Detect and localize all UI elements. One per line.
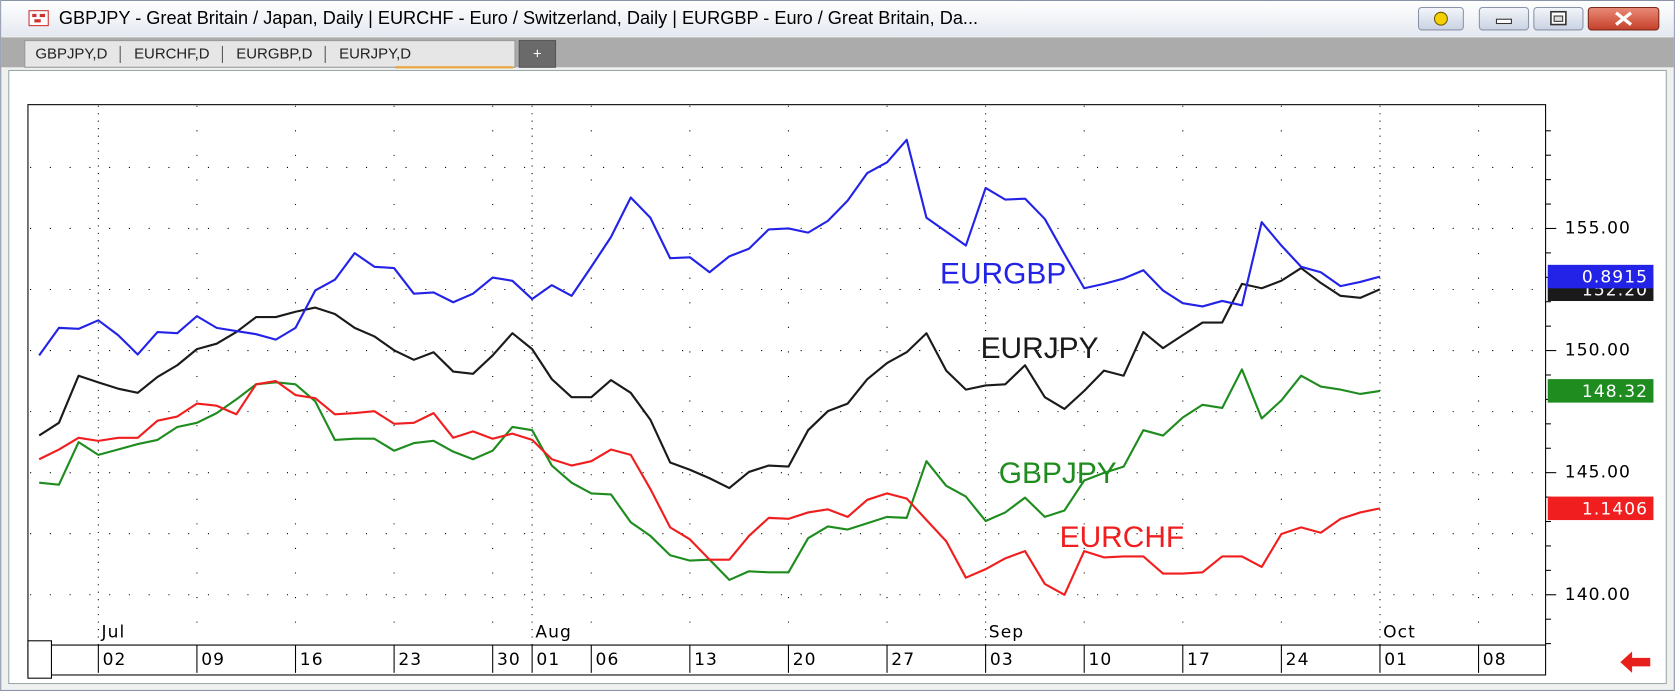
month-label: Sep: [989, 622, 1024, 642]
series-label: EURGBP: [940, 257, 1066, 290]
x-tick-label: 09: [201, 650, 225, 670]
window-title: GBPJPY - Great Britain / Japan, Daily | …: [59, 8, 978, 28]
x-tick-label: 30: [497, 650, 521, 670]
x-tick-label: 27: [891, 650, 915, 670]
price-tag-label: 148.32: [1582, 382, 1648, 402]
x-tick-label: 01: [536, 650, 560, 670]
series-label: EURJPY: [981, 332, 1099, 365]
x-tick-label: 24: [1286, 650, 1310, 670]
y-tick-label: 140.00: [1565, 585, 1631, 605]
tab-label[interactable]: EURJPY,D: [339, 45, 411, 62]
series-line: [38, 379, 1381, 596]
maximize-button[interactable]: [1533, 6, 1584, 31]
x-tick-label: 08: [1483, 650, 1507, 670]
x-tick-label: 23: [398, 650, 422, 670]
y-tick-label: 145.00: [1565, 463, 1631, 483]
month-label: Aug: [535, 622, 572, 642]
scroll-box[interactable]: [27, 640, 52, 679]
scroll-right-arrow[interactable]: [1620, 651, 1651, 673]
tab-group: [24, 40, 516, 68]
x-tick-label: 02: [103, 650, 127, 670]
x-tick-label: 10: [1088, 650, 1112, 670]
series-label: EURCHF: [1060, 521, 1185, 554]
x-tick-label: 03: [990, 650, 1014, 670]
price-tag-label: 0.8915: [1582, 268, 1648, 288]
tab-label[interactable]: EURCHF,D: [134, 45, 210, 62]
close-button[interactable]: [1587, 6, 1660, 31]
x-tick-label: 17: [1187, 650, 1211, 670]
x-tick-label: 01: [1384, 650, 1408, 670]
tab-label[interactable]: EURGBP,D: [236, 45, 312, 62]
x-tick-label: 13: [694, 650, 718, 670]
month-label: Jul: [101, 622, 126, 642]
new-tab-button[interactable]: [518, 40, 557, 68]
y-tick-label: 150.00: [1565, 341, 1631, 361]
x-tick-label: 16: [300, 650, 324, 670]
minimize-button[interactable]: [1478, 6, 1530, 31]
app-icon: [28, 10, 49, 27]
price-tag-label: 1.1406: [1582, 499, 1648, 519]
title-bar: [1, 1, 1674, 37]
new-tab-label[interactable]: +: [533, 45, 542, 62]
series-label: GBPJPY: [999, 457, 1117, 490]
date-axis: [27, 644, 1547, 676]
price-tag: [1547, 379, 1654, 403]
x-tick-label: 20: [793, 650, 817, 670]
plot-area: [27, 104, 1547, 646]
y-tick-label: 155.00: [1565, 218, 1631, 238]
series-line: [38, 267, 1381, 490]
price-tag: [1547, 496, 1654, 521]
pin-button[interactable]: [1417, 6, 1464, 31]
series-line: [38, 138, 1381, 357]
tab-label[interactable]: GBPJPY,D: [35, 45, 107, 62]
price-tag: [1547, 264, 1654, 289]
x-tick-label: 06: [596, 650, 620, 670]
month-label: Oct: [1383, 622, 1416, 642]
